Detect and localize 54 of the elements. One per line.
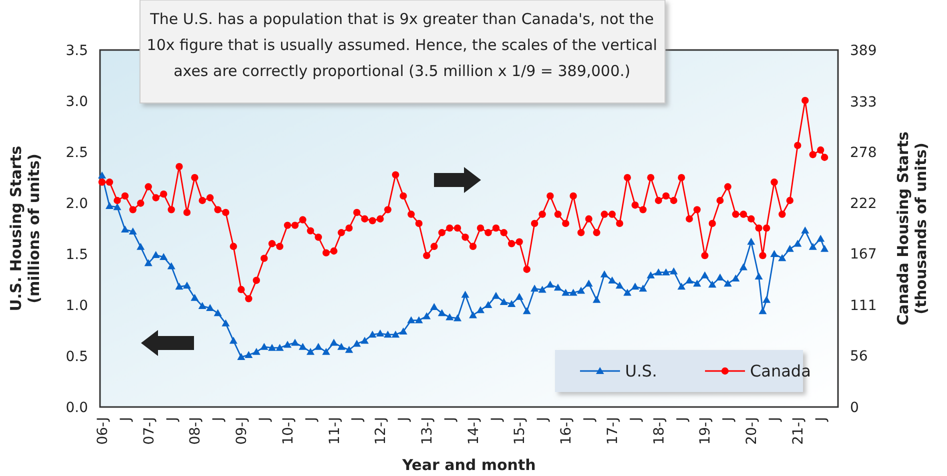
x-tick-label: J — [535, 417, 552, 422]
x-tick-label: J — [582, 417, 598, 422]
x-tick-label: J — [164, 417, 180, 422]
y2-tick-label: 389 — [850, 42, 877, 59]
x-tick-label: 06-J — [94, 417, 111, 445]
x-tick-label: 16-J — [558, 417, 575, 445]
y2-tick-label: 167 — [850, 246, 877, 263]
y-axis-title: U.S. Housing Starts (millions of units) — [7, 146, 43, 312]
annotation: The U.S. has a population that is 9x greater than Canada's, not the 10x figure that is usually assumed. Hence, the scales of the vertical axes are correctly proportional (3.5 million x 1/9 = 389,000.) — [146, 10, 658, 80]
y2-tick-label: 0 — [850, 400, 859, 416]
x-tick-label: 14-J — [466, 417, 482, 445]
x-tick-label: 11-J — [326, 417, 343, 445]
x-tick-label: 15-J — [512, 417, 528, 445]
y-tick-label: 2.5 — [66, 144, 88, 161]
x-tick-label: J — [396, 417, 412, 422]
x-tick-label: 17-J — [605, 417, 622, 445]
x-tick-label: J — [488, 417, 505, 422]
y2-tick-label: 111 — [850, 298, 877, 314]
y2-tick-label: 278 — [850, 144, 877, 161]
x-tick-label: 07-J — [141, 417, 158, 445]
x-tick-label: J — [350, 417, 366, 422]
y-tick-label: 0.0 — [66, 400, 88, 416]
x-tick-label: 19-J — [698, 417, 714, 445]
y-tick-label: 1.0 — [66, 298, 88, 314]
x-tick-label: J — [720, 417, 737, 422]
x-tick-label: J — [814, 417, 830, 422]
legend-label: Canada — [750, 362, 811, 381]
y-tick-label: 3.0 — [66, 94, 88, 110]
y2-tick-label: 222 — [850, 196, 877, 212]
x-tick-label: 13-J — [420, 417, 436, 445]
x-tick-label: 09-J — [234, 417, 250, 445]
x-tick-label: J — [210, 417, 227, 422]
x-tick-label: 12-J — [373, 417, 390, 445]
y-tick-label: 3.5 — [66, 42, 88, 59]
y-tick-label: 0.5 — [66, 348, 88, 365]
x-tick-label: 18-J — [651, 417, 668, 445]
x-tick-label: 21-J — [790, 417, 807, 445]
x-tick-label: J — [303, 417, 320, 422]
x-tick-label: J — [257, 417, 274, 422]
y2-tick-label: 56 — [850, 348, 868, 365]
y-tick-label: 1.5 — [66, 246, 88, 263]
x-tick-label: J — [628, 417, 644, 422]
y-tick-label: 2.0 — [66, 196, 88, 212]
x-tick-label: J — [118, 417, 134, 422]
x-tick-label: 20-J — [744, 417, 760, 445]
x-axis-title: Year and month — [401, 456, 536, 474]
x-tick-label: J — [442, 417, 459, 422]
x-tick-label: J — [674, 417, 690, 422]
y2-axis-title: Canada Housing Starts (thousands of units) — [894, 132, 930, 326]
x-tick-label: 10-J — [280, 417, 296, 445]
x-tick-label: 08-J — [188, 417, 204, 445]
x-tick-label: J — [767, 417, 784, 422]
legend-label: U.S. — [625, 362, 658, 381]
y2-tick-label: 333 — [850, 94, 877, 110]
